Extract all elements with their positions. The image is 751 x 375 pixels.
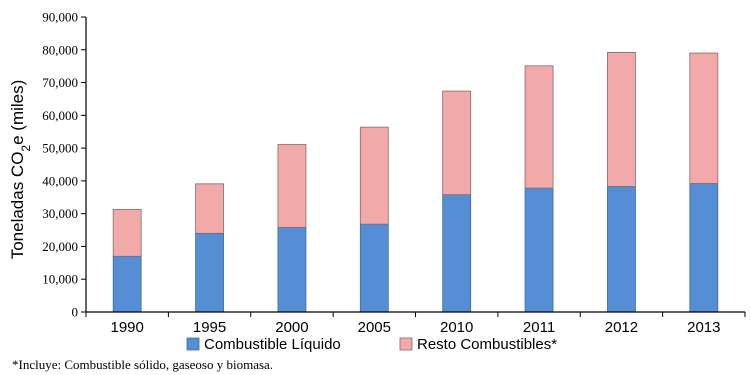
bar-combustible-liquido-2011 (524, 187, 554, 313)
bar-combustible-liquido-1995 (195, 232, 224, 313)
x-tick-label: 2012 (605, 319, 638, 336)
bar-combustible-liquido-2013 (689, 183, 719, 313)
x-axis-ticks: 1990 1995 2000 2005 2010 2011 2012 2013 (111, 319, 721, 336)
x-tick-label: 1995 (193, 319, 226, 336)
footnote: *Incluye: Combustible sólido, gaseoso y … (12, 357, 274, 372)
y-tick-label: 70,000 (42, 75, 78, 90)
bar-combustible-liquido-2010 (442, 194, 472, 313)
y-tick-label: 90,000 (42, 10, 78, 25)
legend-label: Resto Combustibles* (417, 336, 557, 353)
x-tick-label: 2005 (358, 319, 391, 336)
x-tick-label: 2013 (687, 319, 720, 336)
x-tick-label: 1990 (111, 319, 144, 336)
y-tick-label: 30,000 (42, 206, 78, 221)
y-tick-label: 20,000 (42, 239, 78, 254)
bar-resto-combustibles-2005 (359, 126, 389, 225)
axes (85, 17, 746, 317)
y-tick-label: 50,000 (42, 141, 78, 156)
y-tick-label: 10,000 (42, 272, 78, 287)
bar-resto-combustibles-2011 (524, 65, 554, 189)
y-tick-label: 60,000 (42, 108, 78, 123)
bars (112, 52, 719, 313)
bar-combustible-liquido-2012 (607, 186, 636, 313)
legend-label: Combustible Líquido (204, 336, 341, 353)
bar-resto-combustibles-1990 (112, 209, 142, 257)
bar-resto-combustibles-2012 (607, 52, 636, 187)
y-axis-label: Toneladas CO2e (miles) (8, 80, 33, 260)
y-axis-ticks: 0 10,000 20,000 30,000 40,000 50,000 60,000 70,… (42, 10, 86, 320)
legend-swatch (186, 337, 200, 351)
y-tick-label: 40,000 (42, 173, 78, 188)
y-tick-label: 80,000 (42, 42, 78, 57)
x-tick-label: 2000 (275, 319, 308, 336)
y-axis-title: Toneladas CO2e (miles) (8, 80, 33, 260)
bar-combustible-liquido-2000 (277, 227, 307, 313)
bar-combustible-liquido-1990 (112, 255, 142, 313)
bar-combustible-liquido-2005 (359, 223, 389, 313)
legend-swatch (399, 337, 413, 351)
y-axis-title-subscript: 2 (19, 145, 33, 152)
y-axis-title-main: Toneladas CO (8, 152, 27, 260)
x-tick-label: 2010 (440, 319, 473, 336)
y-axis-title-tail: e (miles) (8, 80, 27, 145)
y-tick-label: 0 (72, 305, 79, 320)
bar-resto-combustibles-2010 (442, 90, 472, 196)
legend: Combustible Líquido Resto Combustibles* (186, 336, 557, 353)
bar-resto-combustibles-1995 (195, 183, 224, 234)
bar-resto-combustibles-2000 (277, 144, 307, 228)
x-tick-label: 2011 (523, 319, 555, 336)
bar-resto-combustibles-2013 (689, 52, 719, 184)
